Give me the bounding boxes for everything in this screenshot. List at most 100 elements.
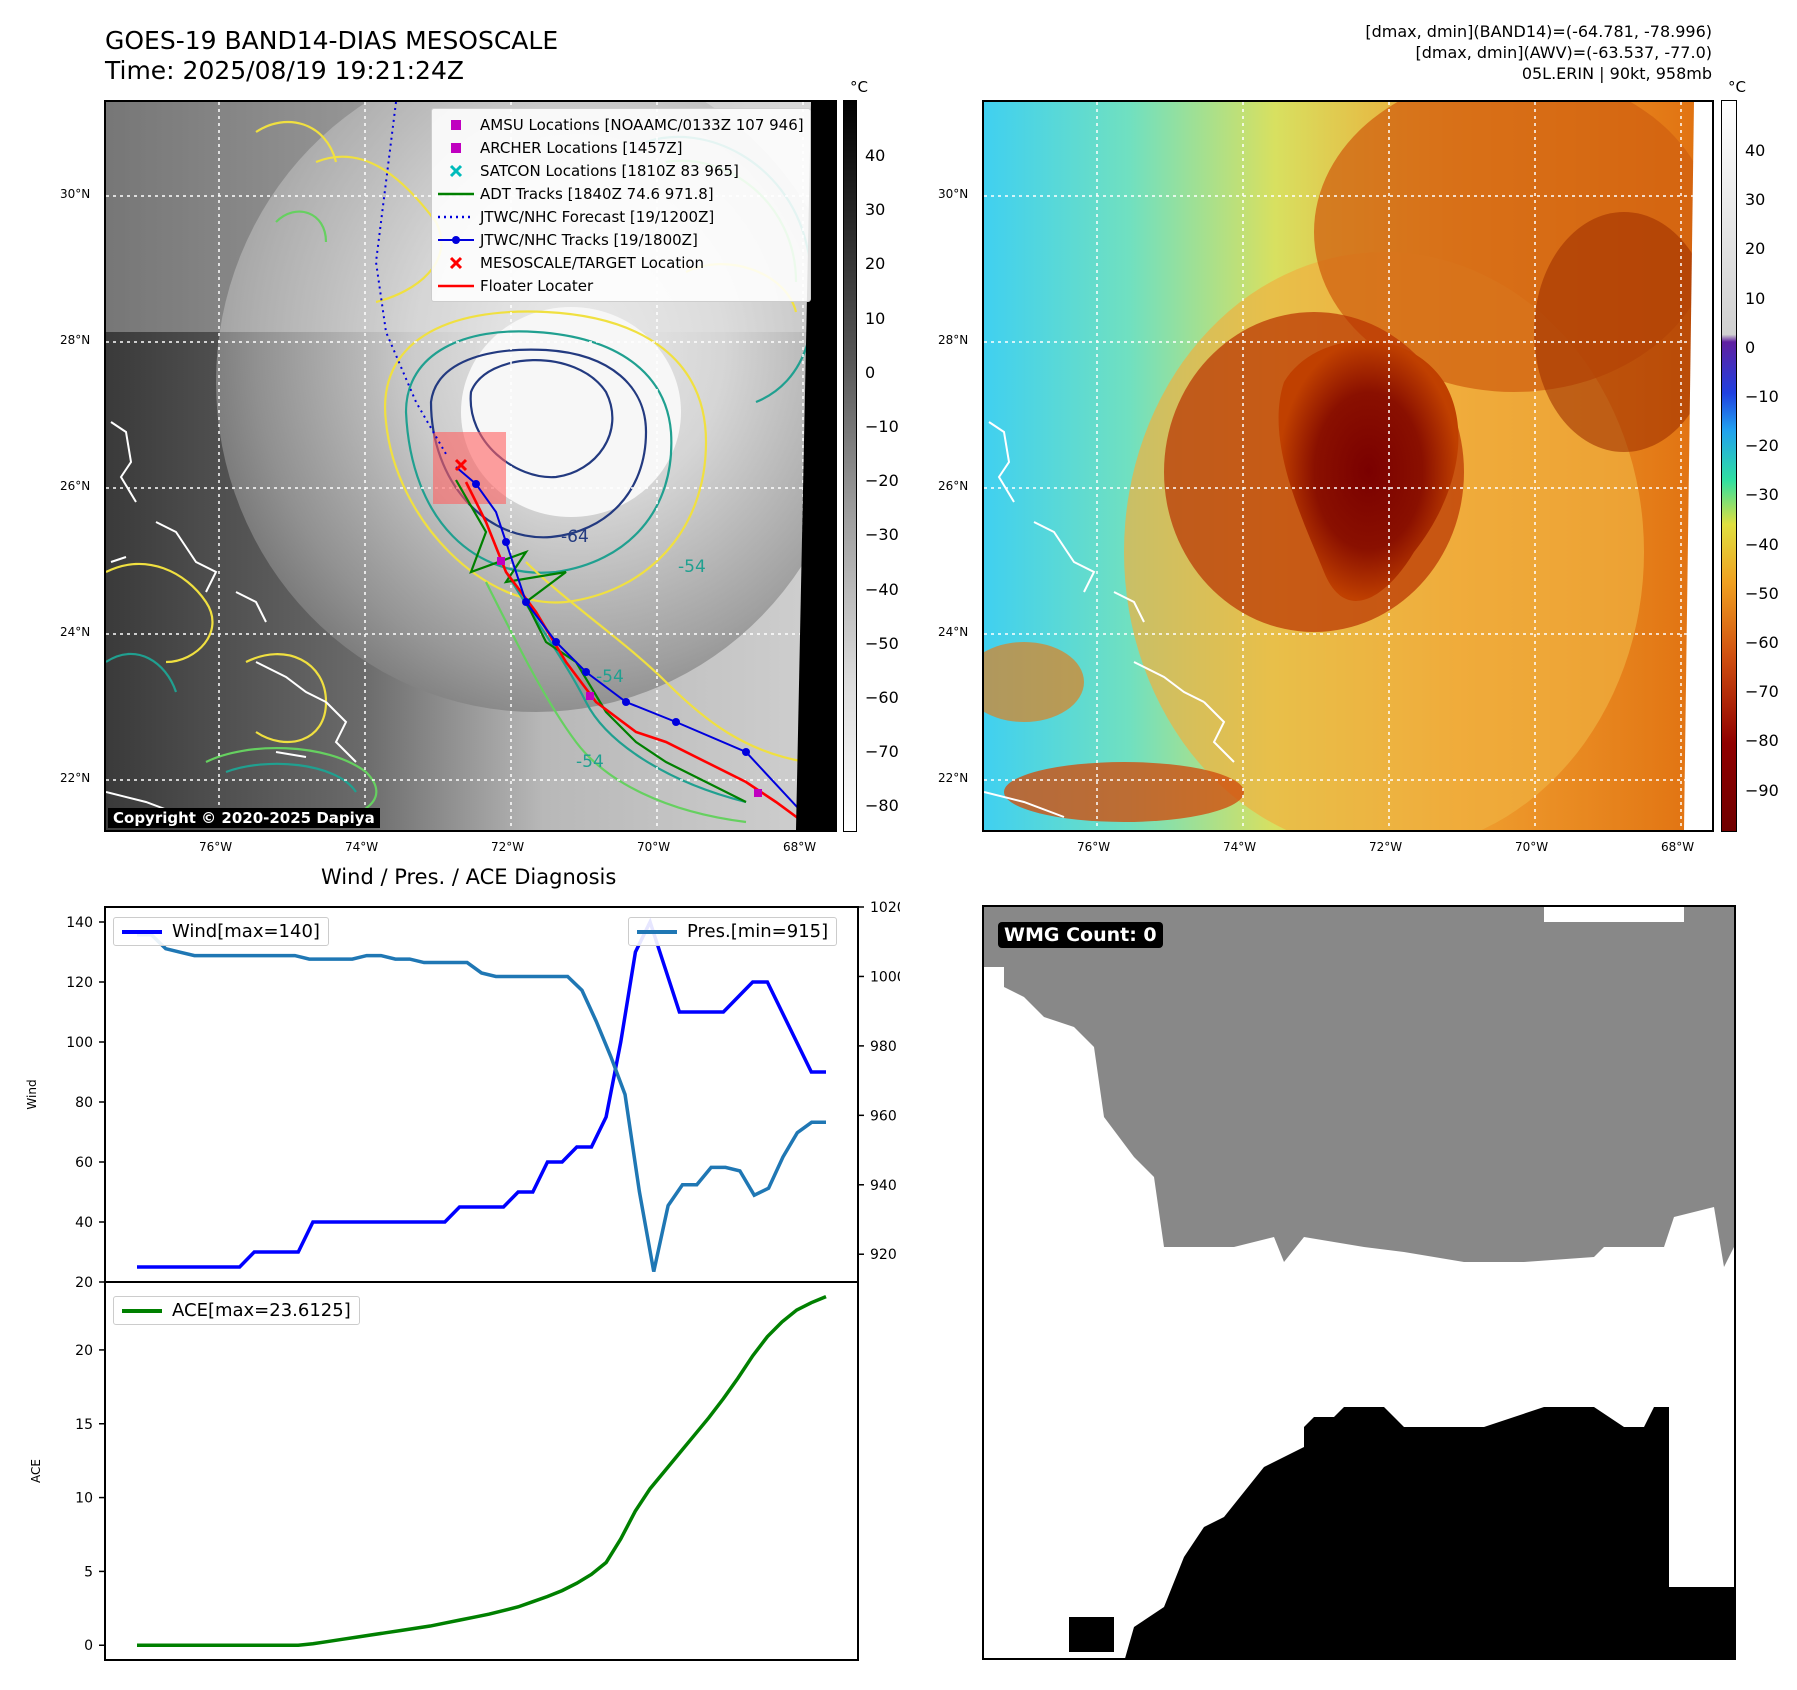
wind-axis-tick-label: 120	[66, 975, 93, 991]
no-data-edge	[796, 102, 835, 830]
colorbar-tick-label: −80	[865, 796, 899, 816]
legend-entry: ARCHER Locations [1457Z]	[438, 136, 804, 159]
legend-entry: JTWC/NHC Tracks [19/1800Z]	[438, 228, 804, 251]
wind-axis-tick-label: 40	[75, 1215, 93, 1231]
colorbar-tick-label: 10	[1745, 288, 1766, 308]
colorbar-tick-label: −70	[1745, 682, 1779, 702]
legend-symbol-line-icon	[438, 187, 474, 201]
ace-axis-tick-label: 5	[84, 1564, 93, 1580]
wmg-black-patch	[1069, 1617, 1114, 1652]
target-location-marker	[454, 458, 468, 472]
band14-legend: AMSU Locations [NOAAMC/0133Z 107 946] ARC…	[431, 108, 811, 302]
legend-label: ADT Tracks [1840Z 74.6 971.8]	[480, 184, 714, 203]
lat-label: 26°N	[60, 479, 91, 493]
colorbar-tick-label: −20	[865, 471, 899, 491]
info-line1: [dmax, dmin](BAND14)=(-64.781, -78.996)	[1365, 22, 1712, 41]
lat-label: 22°N	[60, 771, 91, 785]
dias-map-svg	[984, 102, 1712, 830]
pressure-axis-tick-label: 960	[870, 1108, 897, 1124]
colorbar-tick-label: −30	[1745, 485, 1779, 505]
legend-entry: ADT Tracks [1840Z 74.6 971.8]	[438, 182, 804, 205]
wmg-gray-region	[984, 907, 1734, 1267]
ace-legend-swatch	[122, 1308, 162, 1313]
figure-title-line2: Time: 2025/08/19 19:21:24Z	[105, 56, 464, 85]
legend-label: AMSU Locations [NOAAMC/0133Z 107 946]	[480, 115, 804, 134]
wmg-panel: WMG Count: 0	[982, 905, 1736, 1660]
pressure-axis-tick-label: 1020	[870, 900, 900, 916]
legend-symbol-square-icon	[438, 118, 474, 132]
colorbar-tick-label: 30	[1745, 190, 1766, 210]
copyright-label: Copyright © 2020-2025 Dapiya	[108, 808, 380, 828]
contour-label-3: -54	[596, 667, 624, 687]
colorbar-tick-label: 40	[1745, 141, 1766, 160]
lat-label: 28°N	[60, 333, 91, 347]
lon-label: 70°W	[637, 840, 671, 854]
band14-colorbar-unit: °C	[850, 78, 868, 96]
chart-title: Wind / Pres. / ACE Diagnosis	[321, 865, 617, 889]
legend-entry: Floater Locater	[438, 274, 804, 297]
wind-pressure-axes-frame	[104, 906, 859, 1283]
ace-axis-tick-label: 0	[84, 1638, 93, 1654]
wind-series-line	[137, 917, 826, 1269]
ace-axis-label: ACE	[29, 1459, 43, 1483]
pressure-legend: Pres.[min=915]	[628, 917, 838, 946]
colorbar-tick-label: −20	[1745, 436, 1779, 456]
ace-axis-tick-label: 15	[75, 1417, 93, 1433]
colorbar-tick-label: 10	[865, 308, 886, 328]
colorbar-tick-label: 30	[865, 200, 886, 220]
dias-no-data-edge	[1684, 102, 1712, 830]
band14-colorbar	[843, 100, 857, 832]
figure-title-line1: GOES-19 BAND14-DIAS MESOSCALE	[105, 26, 559, 55]
legend-entry: MESOSCALE/TARGET Location	[438, 251, 804, 274]
colorbar-tick-label: 0	[865, 362, 876, 382]
wind-axis-label: Wind	[25, 1079, 39, 1109]
ace-legend-label: ACE[max=23.6125]	[172, 1300, 351, 1321]
lon-label: 68°W	[783, 840, 817, 854]
legend-symbol-dotline-icon	[438, 233, 474, 247]
legend-symbol-square-icon	[438, 141, 474, 155]
floater-box	[433, 432, 506, 504]
band14-map: -64 -54 -54 -54 AMSU Locations [NOAAMC/0…	[104, 100, 837, 832]
colorbar-tick-label: 20	[865, 254, 886, 274]
colorbar-tick-label: −80	[1745, 731, 1779, 751]
legend-entry: JTWC/NHC Forecast [19/1200Z]	[438, 205, 804, 228]
contour-label-1: -64	[561, 527, 589, 547]
dias-eye-region	[1278, 340, 1459, 601]
colorbar-tick-label: −50	[865, 633, 899, 653]
legend-label: ARCHER Locations [1457Z]	[480, 138, 683, 157]
lon-label: 74°W	[1223, 840, 1257, 854]
colorbar-tick-label: −70	[865, 742, 899, 762]
pressure-series-line	[137, 933, 826, 1272]
lat-label: 30°N	[60, 187, 91, 201]
pressure-legend-swatch	[637, 929, 677, 934]
colorbar-tick-label: −60	[1745, 633, 1779, 652]
colorbar-tick-label: −10	[1745, 387, 1779, 406]
lon-label: 76°W	[1077, 840, 1111, 854]
wind-axis-tick-label: 60	[75, 1155, 93, 1171]
colorbar-tick-label: −40	[865, 579, 899, 599]
wmg-mask-svg	[984, 907, 1734, 1658]
pressure-axis-tick-label: 920	[870, 1247, 897, 1263]
wind-legend: Wind[max=140]	[113, 917, 329, 946]
info-line3: 05L.ERIN | 90kt, 958mb	[1521, 64, 1712, 83]
colorbar-tick-label: 20	[1745, 239, 1766, 259]
amsu-archer-points	[497, 557, 762, 797]
lat-label: 24°N	[938, 625, 969, 639]
lon-label: 68°W	[1661, 840, 1695, 854]
info-line2: [dmax, dmin](AWV)=(-63.537, -77.0)	[1415, 43, 1712, 62]
lon-label: 76°W	[199, 840, 233, 854]
ace-legend: ACE[max=23.6125]	[113, 1296, 360, 1325]
jtwc-points	[472, 480, 815, 826]
lat-label: 28°N	[938, 333, 969, 347]
ace-axes-frame	[104, 1281, 859, 1661]
wind-legend-swatch	[122, 929, 162, 934]
colorbar-tick-label: −30	[865, 525, 899, 545]
lon-label: 72°W	[1369, 840, 1403, 854]
legend-symbol-x-icon	[438, 256, 474, 270]
lat-label: 24°N	[60, 625, 91, 639]
wind-legend-label: Wind[max=140]	[172, 921, 320, 942]
adt-track	[455, 479, 747, 803]
legend-label: JTWC/NHC Forecast [19/1200Z]	[480, 207, 715, 226]
legend-label: JTWC/NHC Tracks [19/1800Z]	[480, 230, 698, 249]
wind-pres-ace-chart: 2040608010012014092094096098010001020Win…	[25, 900, 900, 1661]
